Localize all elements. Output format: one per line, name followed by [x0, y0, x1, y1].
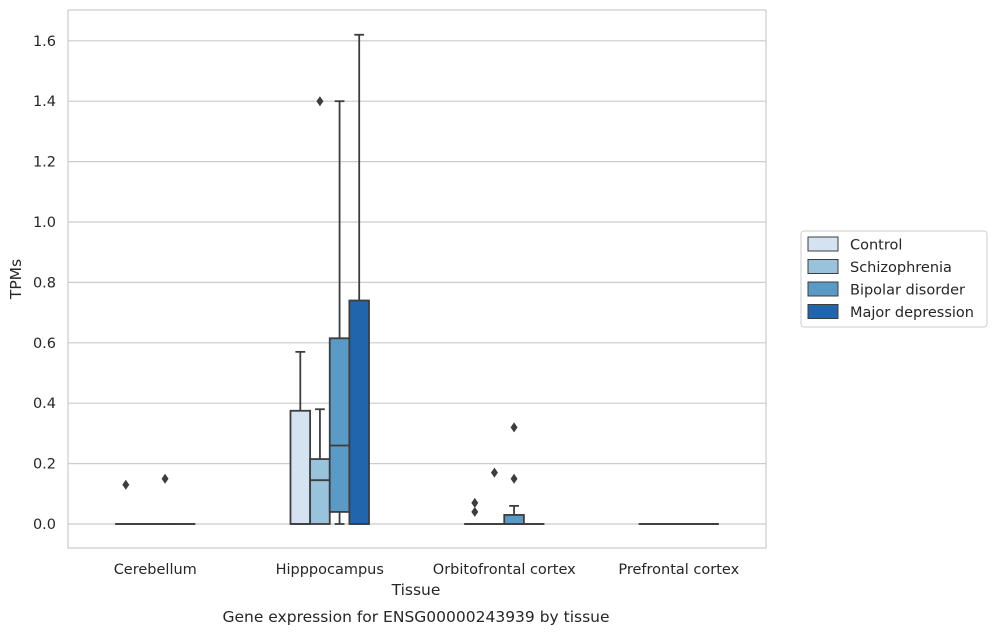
legend-label: Major depression — [850, 305, 974, 321]
y-axis-label: TPMs — [7, 259, 25, 300]
x-tick-label: Hipppocampus — [276, 562, 384, 578]
legend-swatch — [808, 260, 838, 274]
legend-swatch — [808, 282, 838, 296]
legend-label: Control — [850, 238, 902, 254]
y-tick-label: 0.2 — [33, 457, 56, 473]
y-tick-label: 1.4 — [33, 94, 56, 110]
x-tick-labels: Cerebellum Hipppocampus Orbitofrontal cort… — [114, 562, 740, 578]
x-axis-label: Tissue — [391, 581, 441, 599]
box-body — [504, 515, 524, 524]
y-tick-label: 1.6 — [33, 34, 56, 50]
legend-label: Bipolar disorder — [850, 283, 965, 299]
x-tick-label: Cerebellum — [114, 562, 197, 578]
x-tick-label: Orbitofrontal cortex — [433, 562, 576, 578]
chart-caption: Gene expression for ENSG00000243939 by t… — [222, 608, 609, 626]
y-tick-label: 1.0 — [33, 215, 56, 231]
box-body — [349, 301, 369, 524]
plot-background — [68, 10, 766, 548]
box-body — [290, 411, 310, 524]
y-tick-label: 1.2 — [33, 155, 56, 171]
legend-swatch — [808, 305, 838, 319]
legend-swatch — [808, 237, 838, 251]
legend-label: Schizophrenia — [850, 260, 952, 276]
box-body — [330, 338, 350, 512]
y-tick-label: 0.4 — [33, 396, 56, 412]
x-tick-label: Prefrontal cortex — [618, 562, 739, 578]
legend: Control Schizophrenia Bipolar disorder Majo… — [801, 231, 987, 327]
y-tick-label: 0.0 — [33, 517, 56, 533]
y-tick-label: 0.6 — [33, 336, 56, 352]
y-tick-labels: 0.0 0.2 0.4 0.6 0.8 1.0 1.2 1.4 1.6 — [33, 34, 56, 533]
y-tick-label: 0.8 — [33, 275, 56, 291]
box-body — [310, 459, 330, 524]
